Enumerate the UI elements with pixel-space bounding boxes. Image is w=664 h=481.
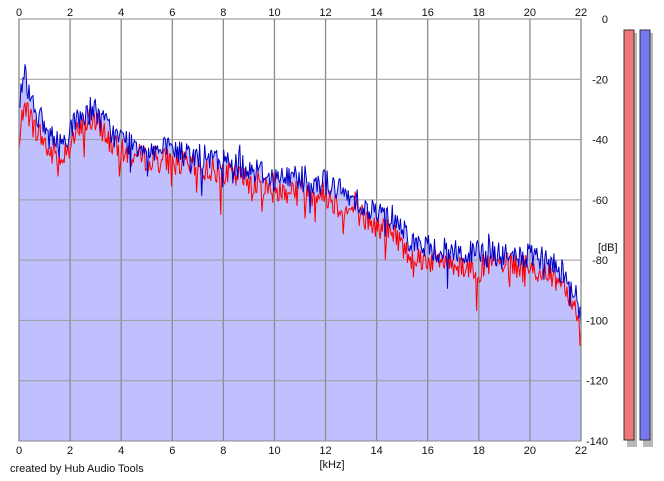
x-tick-label-top: 16 <box>422 7 434 19</box>
spectrum-fill-layer <box>19 64 581 442</box>
level-meter-bar <box>623 29 635 441</box>
x-tick-label-bottom: 20 <box>524 445 536 457</box>
y-tick-label: -40 <box>592 135 608 147</box>
x-tick-label-top: 20 <box>524 7 536 19</box>
y-tick-label: -60 <box>592 195 608 207</box>
x-tick-label-top: 2 <box>67 7 73 19</box>
x-tick-label-top: 8 <box>220 7 226 19</box>
x-tick-label-top: 6 <box>169 7 175 19</box>
x-tick-label-bottom: 12 <box>319 445 331 457</box>
blue-channel-line <box>18 64 582 325</box>
x-tick-label-bottom: 0 <box>16 445 22 457</box>
x-tick-label-bottom: 16 <box>422 445 434 457</box>
y-tick-labels: 0 -20 -40 -60 -80 -100 -120 -140 <box>586 14 608 448</box>
spectrum-fill-area <box>19 64 581 442</box>
level-meters <box>623 29 653 447</box>
x-tick-label-bottom: 14 <box>371 445 383 457</box>
x-tick-label-bottom: 6 <box>169 445 175 457</box>
x-tick-label-top: 18 <box>473 7 485 19</box>
y-axis-label: [dB] <box>598 242 618 254</box>
x-tick-label-top: 10 <box>268 7 280 19</box>
y-tick-label: -100 <box>586 315 608 327</box>
x-tick-label-top: 12 <box>319 7 331 19</box>
x-tick-label-bottom: 10 <box>268 445 280 457</box>
y-tick-label: -140 <box>586 436 608 448</box>
x-tick-label-top: 14 <box>371 7 383 19</box>
x-tick-label-bottom: 22 <box>575 445 587 457</box>
x-tick-label-bottom: 4 <box>118 445 124 457</box>
x-tick-label-top: 4 <box>118 7 124 19</box>
x-tick-label-bottom: 2 <box>67 445 73 457</box>
credit-text: created by Hub Audio Tools <box>10 463 144 475</box>
y-tick-label: -120 <box>586 376 608 388</box>
x-axis-label: [kHz] <box>319 459 344 471</box>
series-layer <box>18 64 582 347</box>
x-tick-label-bottom: 18 <box>473 445 485 457</box>
x-tick-label-bottom: 8 <box>220 445 226 457</box>
y-tick-label: 0 <box>602 14 608 26</box>
x-tick-label-top: 22 <box>575 7 587 19</box>
plot-frame <box>18 18 582 442</box>
x-tick-label-top: 0 <box>16 7 22 19</box>
y-tick-label: -80 <box>592 255 608 267</box>
y-tick-label: -20 <box>592 74 608 86</box>
level-meter-bar <box>639 29 651 441</box>
